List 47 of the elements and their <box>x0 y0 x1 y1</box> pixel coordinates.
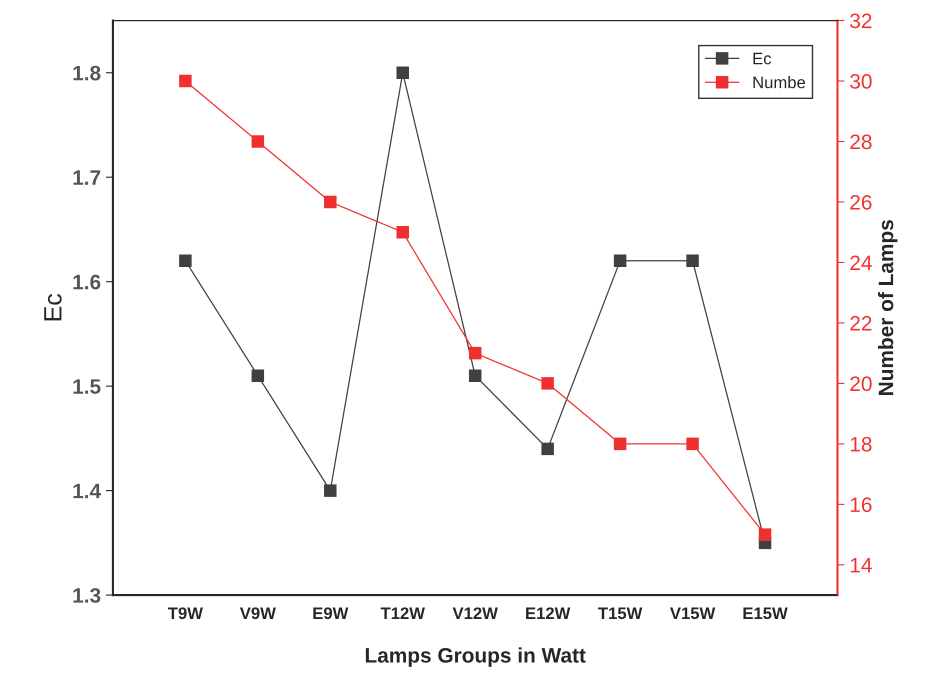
legend-label: Ec <box>753 52 772 64</box>
y-tick-label: 1.4 <box>73 484 102 498</box>
x-tick-label: E12W <box>526 607 570 619</box>
point <box>324 196 337 208</box>
point <box>541 442 554 456</box>
y2-axis-title: Number of Lamps <box>878 220 898 395</box>
point <box>179 74 192 88</box>
y2-tick-label: 14 <box>850 558 872 572</box>
x-tick-label: E15W <box>743 607 788 620</box>
x-axis-title: Lamps Groups in Watt <box>366 647 586 667</box>
y2-tick-label: 26 <box>850 194 872 210</box>
x-tick-label: T9W <box>168 607 203 620</box>
point <box>252 369 264 382</box>
y-tick-label: 1.8 <box>73 66 100 81</box>
x-tick-label: V12W <box>452 607 498 619</box>
y2-tick-label: 20 <box>850 376 872 392</box>
x-tick-label: V15W <box>670 607 716 620</box>
point <box>468 369 482 382</box>
y-tick-label: 1.7 <box>73 170 100 185</box>
x-tick-label: E9W <box>313 607 348 620</box>
point <box>179 254 192 268</box>
point <box>758 528 772 541</box>
y2-tick-label: 32 <box>850 14 872 28</box>
x-tick-label: V9W <box>240 607 276 620</box>
point <box>324 484 337 497</box>
y2-tick-label: 30 <box>850 74 872 89</box>
point <box>541 377 554 390</box>
y2-tick-label: 16 <box>850 497 872 512</box>
point <box>252 135 264 148</box>
point <box>468 346 482 360</box>
y-tick-label: 1.6 <box>73 274 100 290</box>
y2-tick-label: 24 <box>850 255 872 270</box>
x-tick-label: T15W <box>598 607 642 620</box>
y-tick-label: 1.5 <box>73 379 101 394</box>
point <box>686 254 699 268</box>
point <box>614 438 626 450</box>
legend-label: Numbe <box>753 76 806 88</box>
y2-tick-label: 22 <box>850 316 872 330</box>
y-axis-title: Ec <box>44 294 62 320</box>
y-tick-label: 1.3 <box>73 588 100 603</box>
y2-tick-label: 18 <box>850 436 872 452</box>
y2-tick-label: 28 <box>850 134 872 150</box>
point <box>614 254 626 268</box>
point <box>396 66 409 80</box>
point <box>686 438 699 450</box>
x-tick-label: T12W <box>380 607 425 619</box>
point <box>396 226 409 238</box>
